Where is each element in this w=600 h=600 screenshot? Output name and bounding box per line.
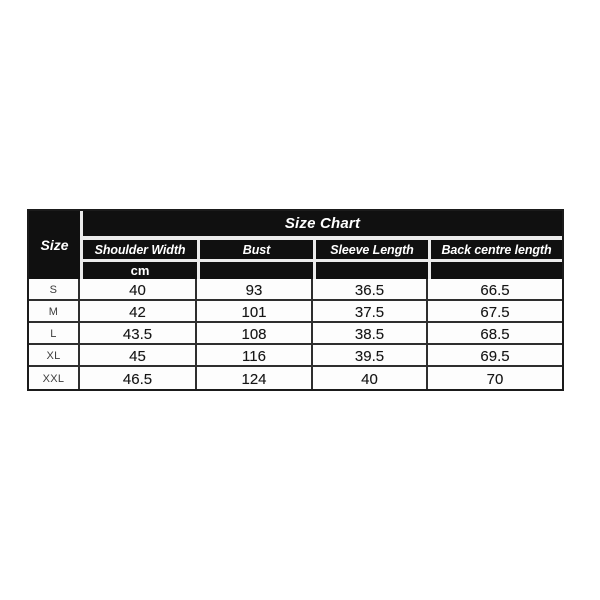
header-separator-vertical bbox=[80, 211, 83, 279]
column-header-shoulder-width: Shoulder Width bbox=[83, 240, 197, 259]
value-cell: 69.5 bbox=[428, 345, 562, 367]
size-chart-table: Size Size Chart Shoulder Width Bust Slee… bbox=[27, 209, 564, 391]
header-separator-vertical bbox=[197, 262, 200, 279]
value-cell: 40 bbox=[80, 279, 197, 301]
value-cell: 93 bbox=[197, 279, 313, 301]
unit-cell-cm: cm bbox=[83, 262, 197, 279]
header-separator-vertical bbox=[313, 240, 316, 259]
size-label: L bbox=[29, 323, 80, 345]
unit-cell-empty bbox=[200, 262, 313, 279]
header-right-stack: Size Chart Shoulder Width Bust Sleeve Le… bbox=[83, 211, 562, 279]
corner-header-size: Size bbox=[29, 211, 80, 279]
header-separator-horizontal bbox=[83, 236, 562, 240]
unit-cell-empty bbox=[316, 262, 428, 279]
column-header-sleeve-length: Sleeve Length bbox=[316, 240, 428, 259]
value-cell: 116 bbox=[197, 345, 313, 367]
column-header-row: Shoulder Width Bust Sleeve Length Back c… bbox=[83, 240, 562, 259]
header-separator-horizontal bbox=[83, 259, 562, 262]
value-cell: 39.5 bbox=[313, 345, 428, 367]
unit-row: cm bbox=[83, 262, 562, 279]
header-separator-vertical bbox=[428, 240, 431, 259]
header-separator-vertical bbox=[313, 262, 316, 279]
size-label: XXL bbox=[29, 367, 80, 389]
table-header: Size Size Chart Shoulder Width Bust Slee… bbox=[29, 211, 562, 279]
value-cell: 40 bbox=[313, 367, 428, 389]
column-header-bust: Bust bbox=[200, 240, 313, 259]
value-cell: 42 bbox=[80, 301, 197, 323]
value-cell: 101 bbox=[197, 301, 313, 323]
column-header-back-centre-length: Back centre length bbox=[431, 240, 562, 259]
size-label: XL bbox=[29, 345, 80, 367]
header-separator-vertical bbox=[428, 262, 431, 279]
size-label: M bbox=[29, 301, 80, 323]
value-cell: 37.5 bbox=[313, 301, 428, 323]
value-cell: 46.5 bbox=[80, 367, 197, 389]
value-cell: 67.5 bbox=[428, 301, 562, 323]
value-cell: 70 bbox=[486, 370, 504, 388]
value-cell: 68.5 bbox=[428, 323, 562, 345]
value-cell: 124 bbox=[197, 367, 313, 389]
value-cell: 43.5 bbox=[80, 323, 197, 345]
header-separator-vertical bbox=[197, 240, 200, 259]
size-label: S bbox=[29, 279, 80, 301]
table-title: Size Chart bbox=[83, 211, 562, 236]
value-cell: 38.5 bbox=[313, 323, 428, 345]
value-cell: 66.5 bbox=[428, 279, 562, 301]
table-body: S 40 93 36.5 66.5 M 42 101 37.5 67.5 L 4… bbox=[29, 279, 562, 389]
value-cell: 45 bbox=[80, 345, 197, 367]
value-cell: 108 bbox=[197, 323, 313, 345]
value-cell: 36.5 bbox=[313, 279, 428, 301]
unit-cell-empty bbox=[431, 262, 562, 279]
